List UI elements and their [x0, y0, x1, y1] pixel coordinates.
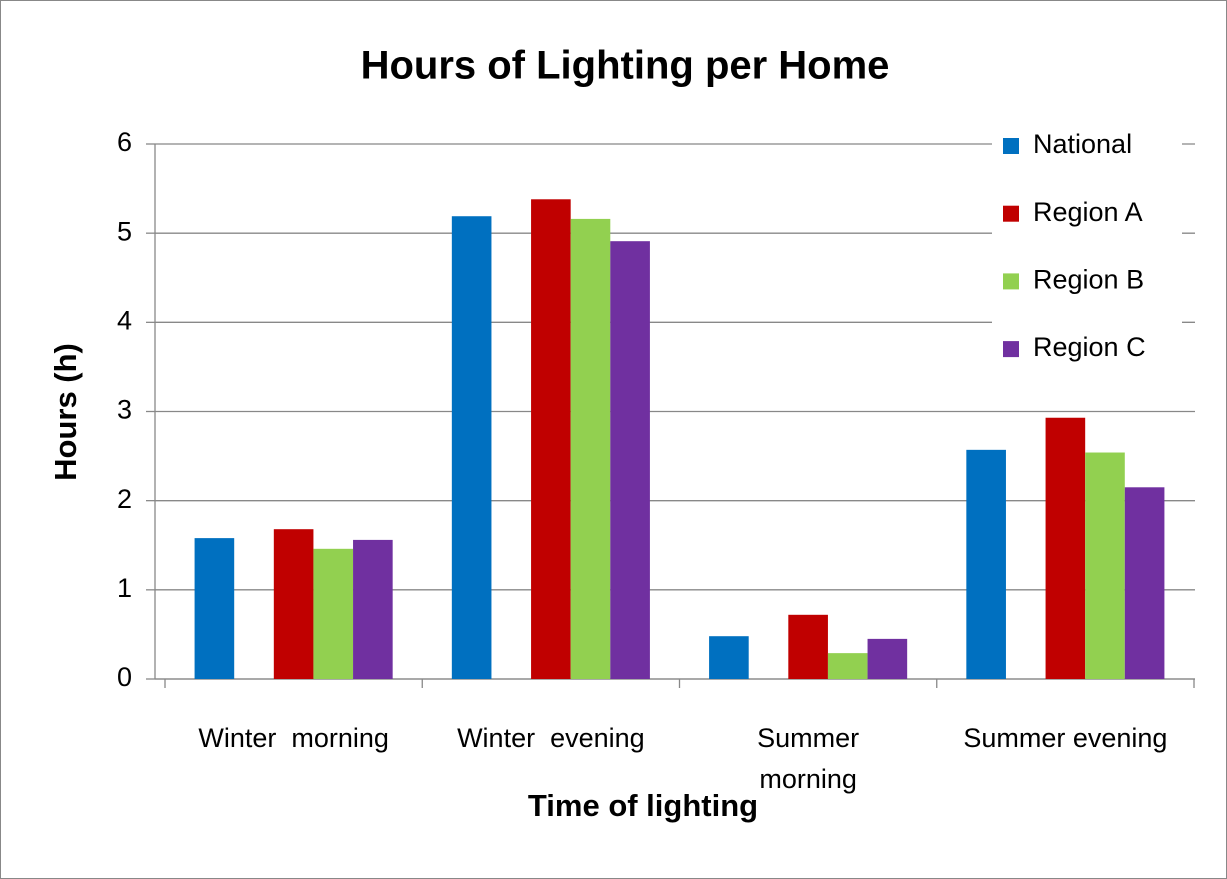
y-tick-label: 6: [117, 127, 132, 157]
bar: [313, 548, 354, 679]
x-tick-label: Summer: [757, 723, 859, 753]
legend-label: Region C: [1033, 332, 1146, 362]
y-tick-label: 3: [117, 395, 132, 425]
legend-swatch: [1003, 273, 1019, 290]
legend-swatch: [1003, 138, 1019, 154]
x-tick-label: Winter morning: [198, 723, 389, 753]
legend-label: Region A: [1033, 197, 1143, 227]
legend-label: National: [1033, 129, 1132, 159]
bar: [353, 539, 393, 679]
y-tick-label: 0: [117, 662, 132, 692]
bar: [610, 241, 650, 680]
bar: [827, 653, 868, 679]
bar: [1045, 417, 1086, 679]
legend-box: [992, 120, 1182, 375]
x-tick-label: morning: [759, 764, 857, 794]
bar: [1124, 487, 1165, 679]
bar: [1085, 452, 1125, 679]
legend-swatch: [1003, 341, 1019, 358]
bar: [867, 638, 908, 679]
y-tick-label: 2: [117, 484, 132, 514]
x-axis-title: Time of lighting: [528, 788, 758, 823]
legend-label: Region B: [1033, 265, 1144, 295]
y-tick-label: 1: [117, 573, 132, 603]
bar: [273, 529, 314, 679]
bar: [966, 449, 1006, 679]
y-axis-title: Hours (h): [48, 343, 83, 481]
y-tick-label: 4: [117, 305, 132, 335]
bar: [194, 538, 235, 679]
bar: [451, 216, 492, 679]
y-tick-label: 5: [117, 216, 132, 246]
bar: [709, 636, 749, 679]
x-tick-label: Summer evening: [963, 723, 1167, 753]
chart-title: Hours of Lighting per Home: [361, 44, 890, 88]
bar: [570, 218, 611, 679]
bar: [788, 614, 828, 679]
legend-swatch: [1003, 205, 1019, 222]
x-tick-label: Winter evening: [457, 723, 645, 753]
bar: [531, 199, 571, 680]
